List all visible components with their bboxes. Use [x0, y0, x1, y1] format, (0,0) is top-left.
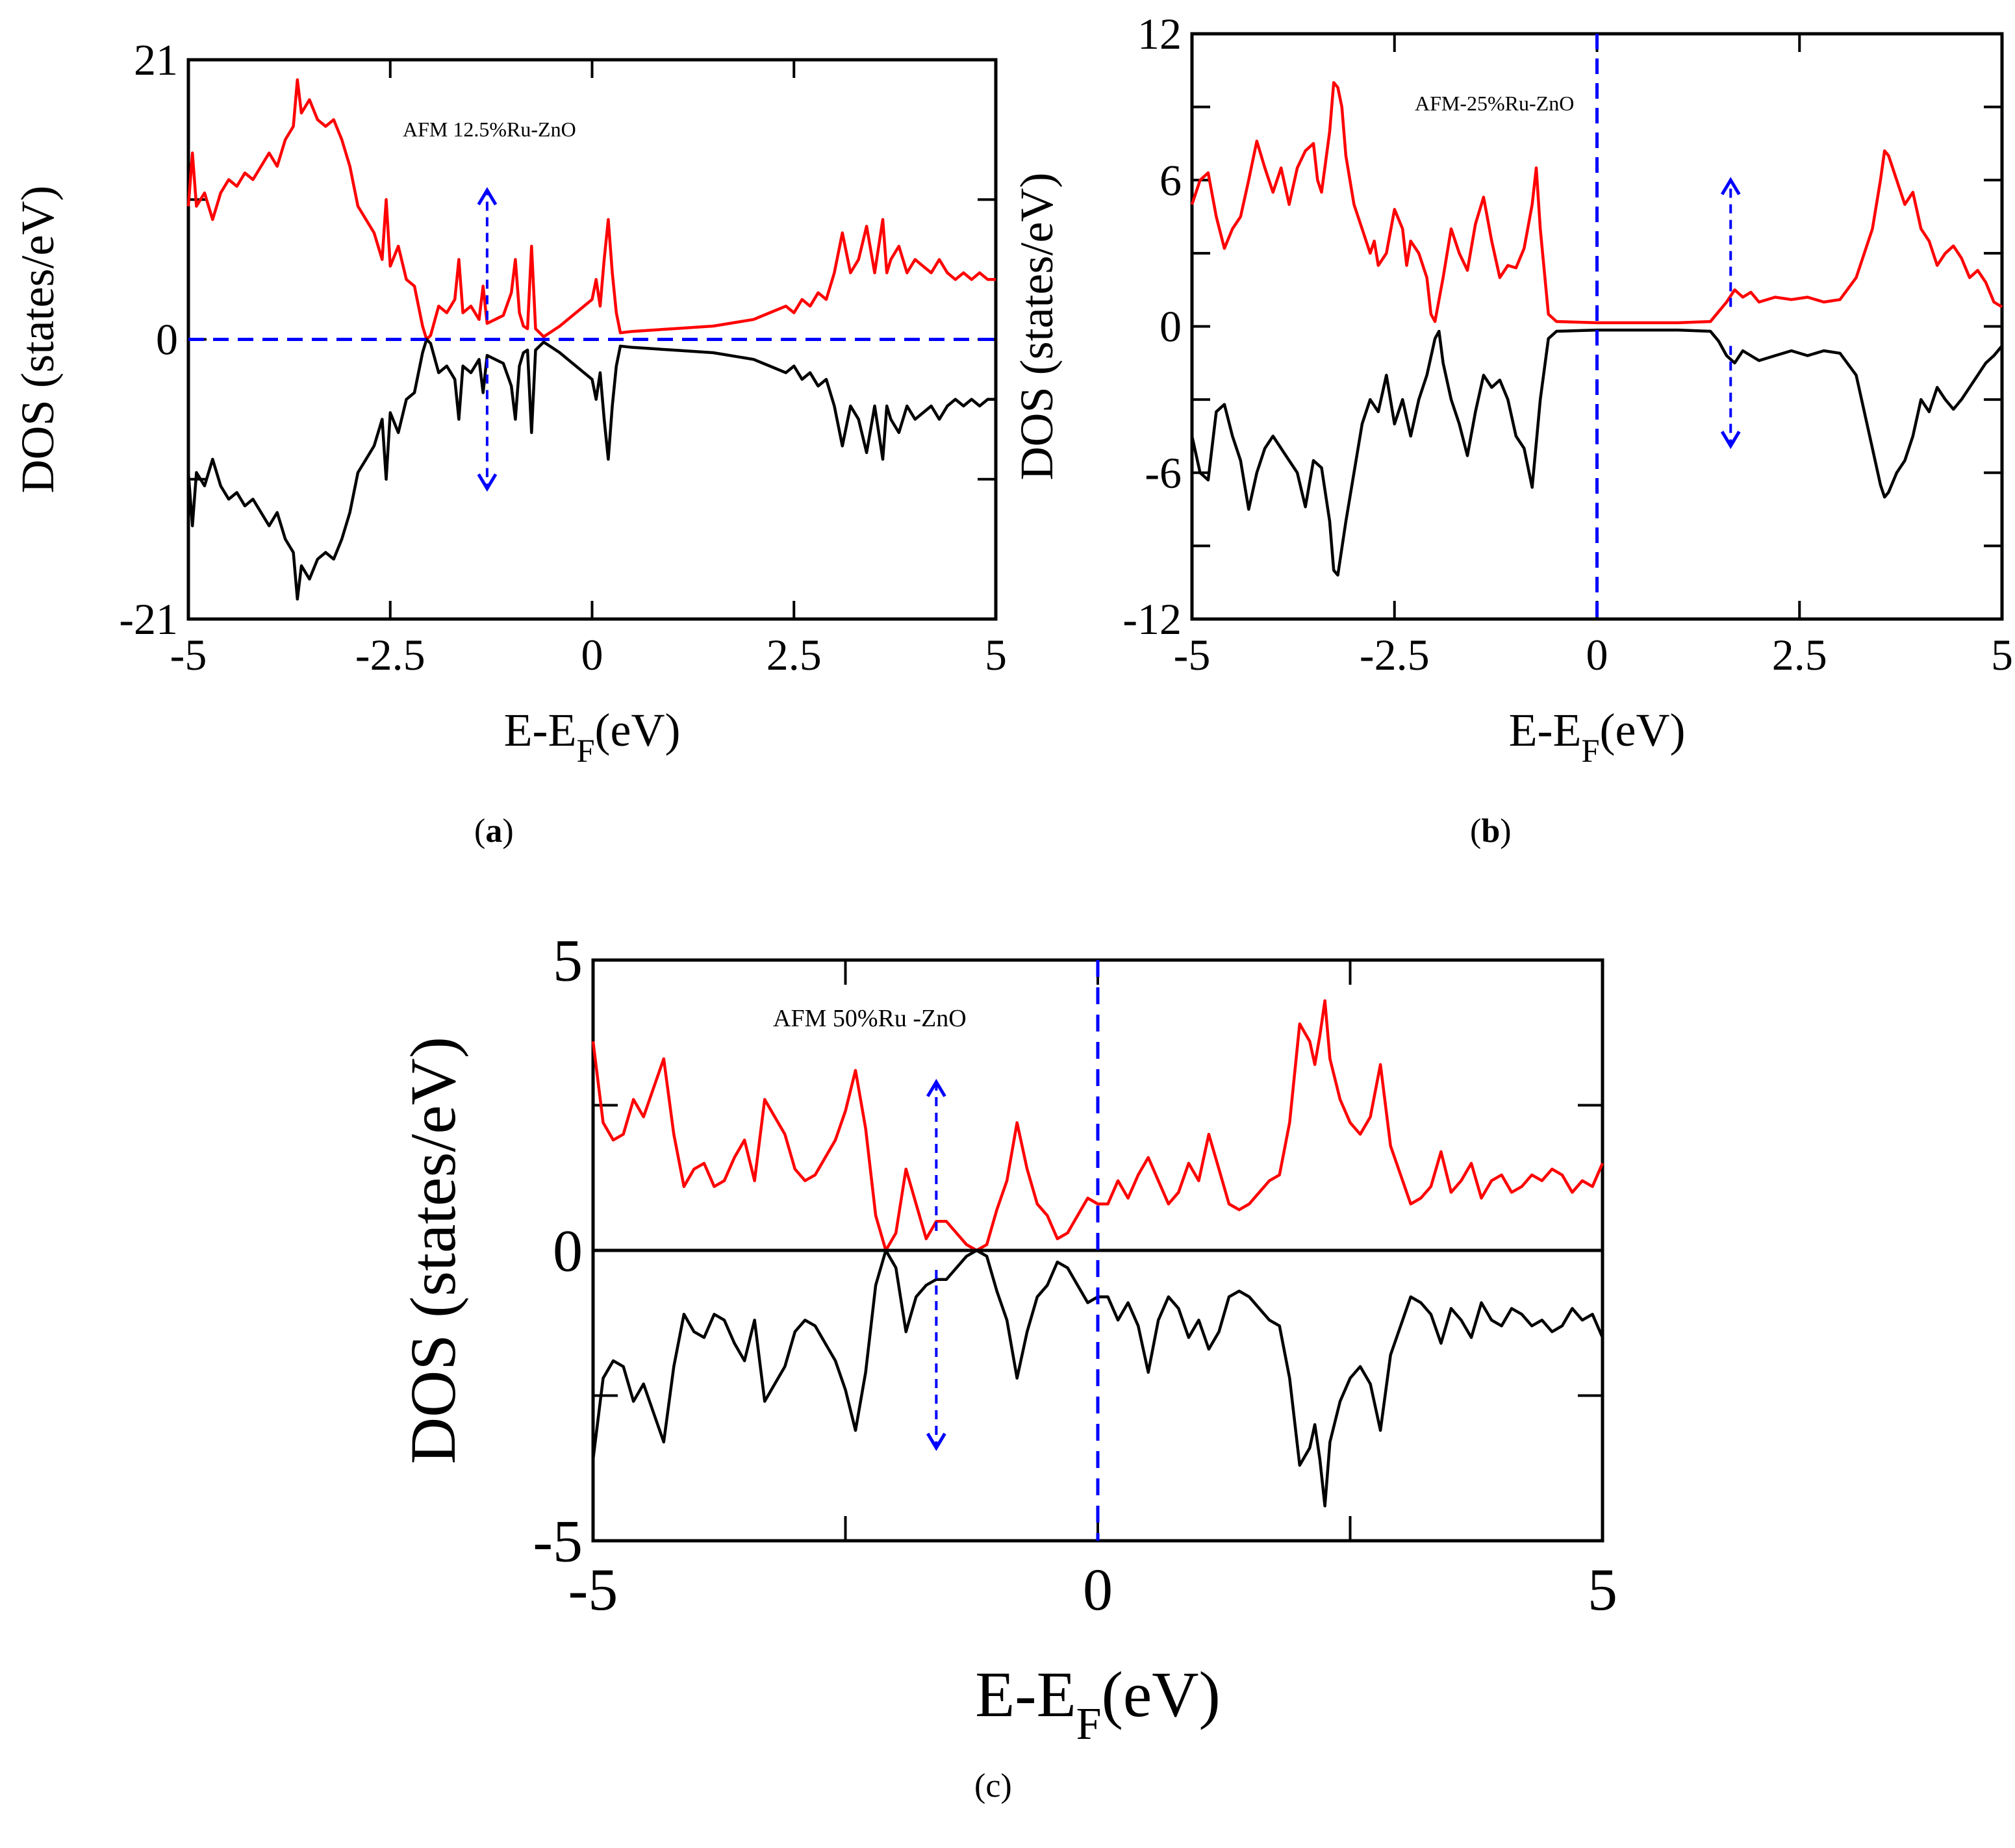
x-tick-label: 2.5 — [767, 630, 822, 679]
spin-down-arrow-head — [926, 1432, 946, 1451]
spin-up-arrow-head — [926, 1078, 946, 1098]
chart-title: AFM 50%Ru -ZnO — [773, 1005, 967, 1032]
x-axis-label: E-EF(eV) — [1509, 704, 1686, 769]
y-tick-label: 5 — [553, 927, 583, 993]
x-tick-label: 5 — [985, 630, 1007, 679]
y-axis-label: DOS (states/eV) — [397, 1037, 469, 1464]
y-tick-label: 6 — [1160, 155, 1182, 205]
x-tick-label: 2.5 — [1772, 630, 1827, 679]
x-axis-label: E-EF(eV) — [975, 1658, 1221, 1749]
y-tick-label: -21 — [119, 594, 178, 644]
x-tick-label: 0 — [1586, 630, 1608, 679]
panel-a: -21 0 21 -5 -2.5 0 2.5 5 AFM 12.5%Ru-ZnO E-EF(eV)… — [12, 35, 1007, 769]
panel-b: -12 -6 0 6 12 -5 -2.5 0 2.5 5 AFM-25%Ru-ZnO E-EF(eV… — [1011, 9, 2013, 769]
series-line-spin-down — [1190, 328, 2003, 577]
spin-arrows — [477, 187, 498, 492]
spin-up-arrow-head — [1720, 177, 1741, 196]
spin-arrows — [1720, 177, 1741, 449]
x-axis-label: E-EF(eV) — [504, 704, 681, 769]
x-tick-label: -2.5 — [1360, 630, 1430, 679]
y-tick-label: -5 — [533, 1508, 583, 1574]
x-tick-label: -5 — [170, 630, 207, 679]
x-tick-label: -2.5 — [355, 630, 425, 679]
x-tick-label: 0 — [581, 630, 603, 679]
panel-label-a: (a) — [474, 813, 514, 850]
panel-label-b: (b) — [1470, 813, 1512, 850]
y-tick-label: 12 — [1137, 9, 1182, 58]
chart-title: AFM 12.5%Ru-ZnO — [403, 118, 576, 141]
series-line-spin-up — [591, 999, 1604, 1252]
series-line-spin-up — [186, 78, 996, 341]
spin-down-arrow-head — [477, 473, 498, 492]
y-tick-label: -12 — [1122, 594, 1182, 644]
y-tick-label: 0 — [553, 1217, 583, 1284]
chart-title: AFM-25%Ru-ZnO — [1415, 92, 1574, 115]
panel-label-c: (c) — [974, 1767, 1012, 1804]
x-tick-label: 5 — [1991, 630, 2013, 679]
x-tick-label: -5 — [568, 1556, 618, 1623]
spin-up-arrow-head — [477, 187, 498, 206]
spin-down-arrow-head — [1720, 431, 1741, 449]
y-axis-label: DOS (states/eV) — [1011, 173, 1063, 481]
panel-c: -5 0 5 -5 0 5 AFM 50%Ru -ZnO E-EF(eV) DOS (state… — [397, 927, 1617, 1749]
y-axis-label: DOS (states/eV) — [12, 186, 64, 494]
spin-arrows — [926, 1078, 946, 1451]
y-tick-label: 0 — [156, 315, 178, 364]
series-line-spin-down — [591, 1248, 1604, 1508]
x-tick-label: 5 — [1588, 1556, 1617, 1623]
y-tick-label: 21 — [134, 35, 178, 84]
series-line-spin-up — [1190, 81, 2003, 325]
y-tick-label: -6 — [1145, 448, 1182, 498]
x-tick-label: -5 — [1174, 630, 1211, 679]
x-tick-label: 0 — [1083, 1556, 1113, 1623]
y-tick-label: 0 — [1160, 302, 1182, 351]
series-line-spin-down — [186, 338, 996, 601]
